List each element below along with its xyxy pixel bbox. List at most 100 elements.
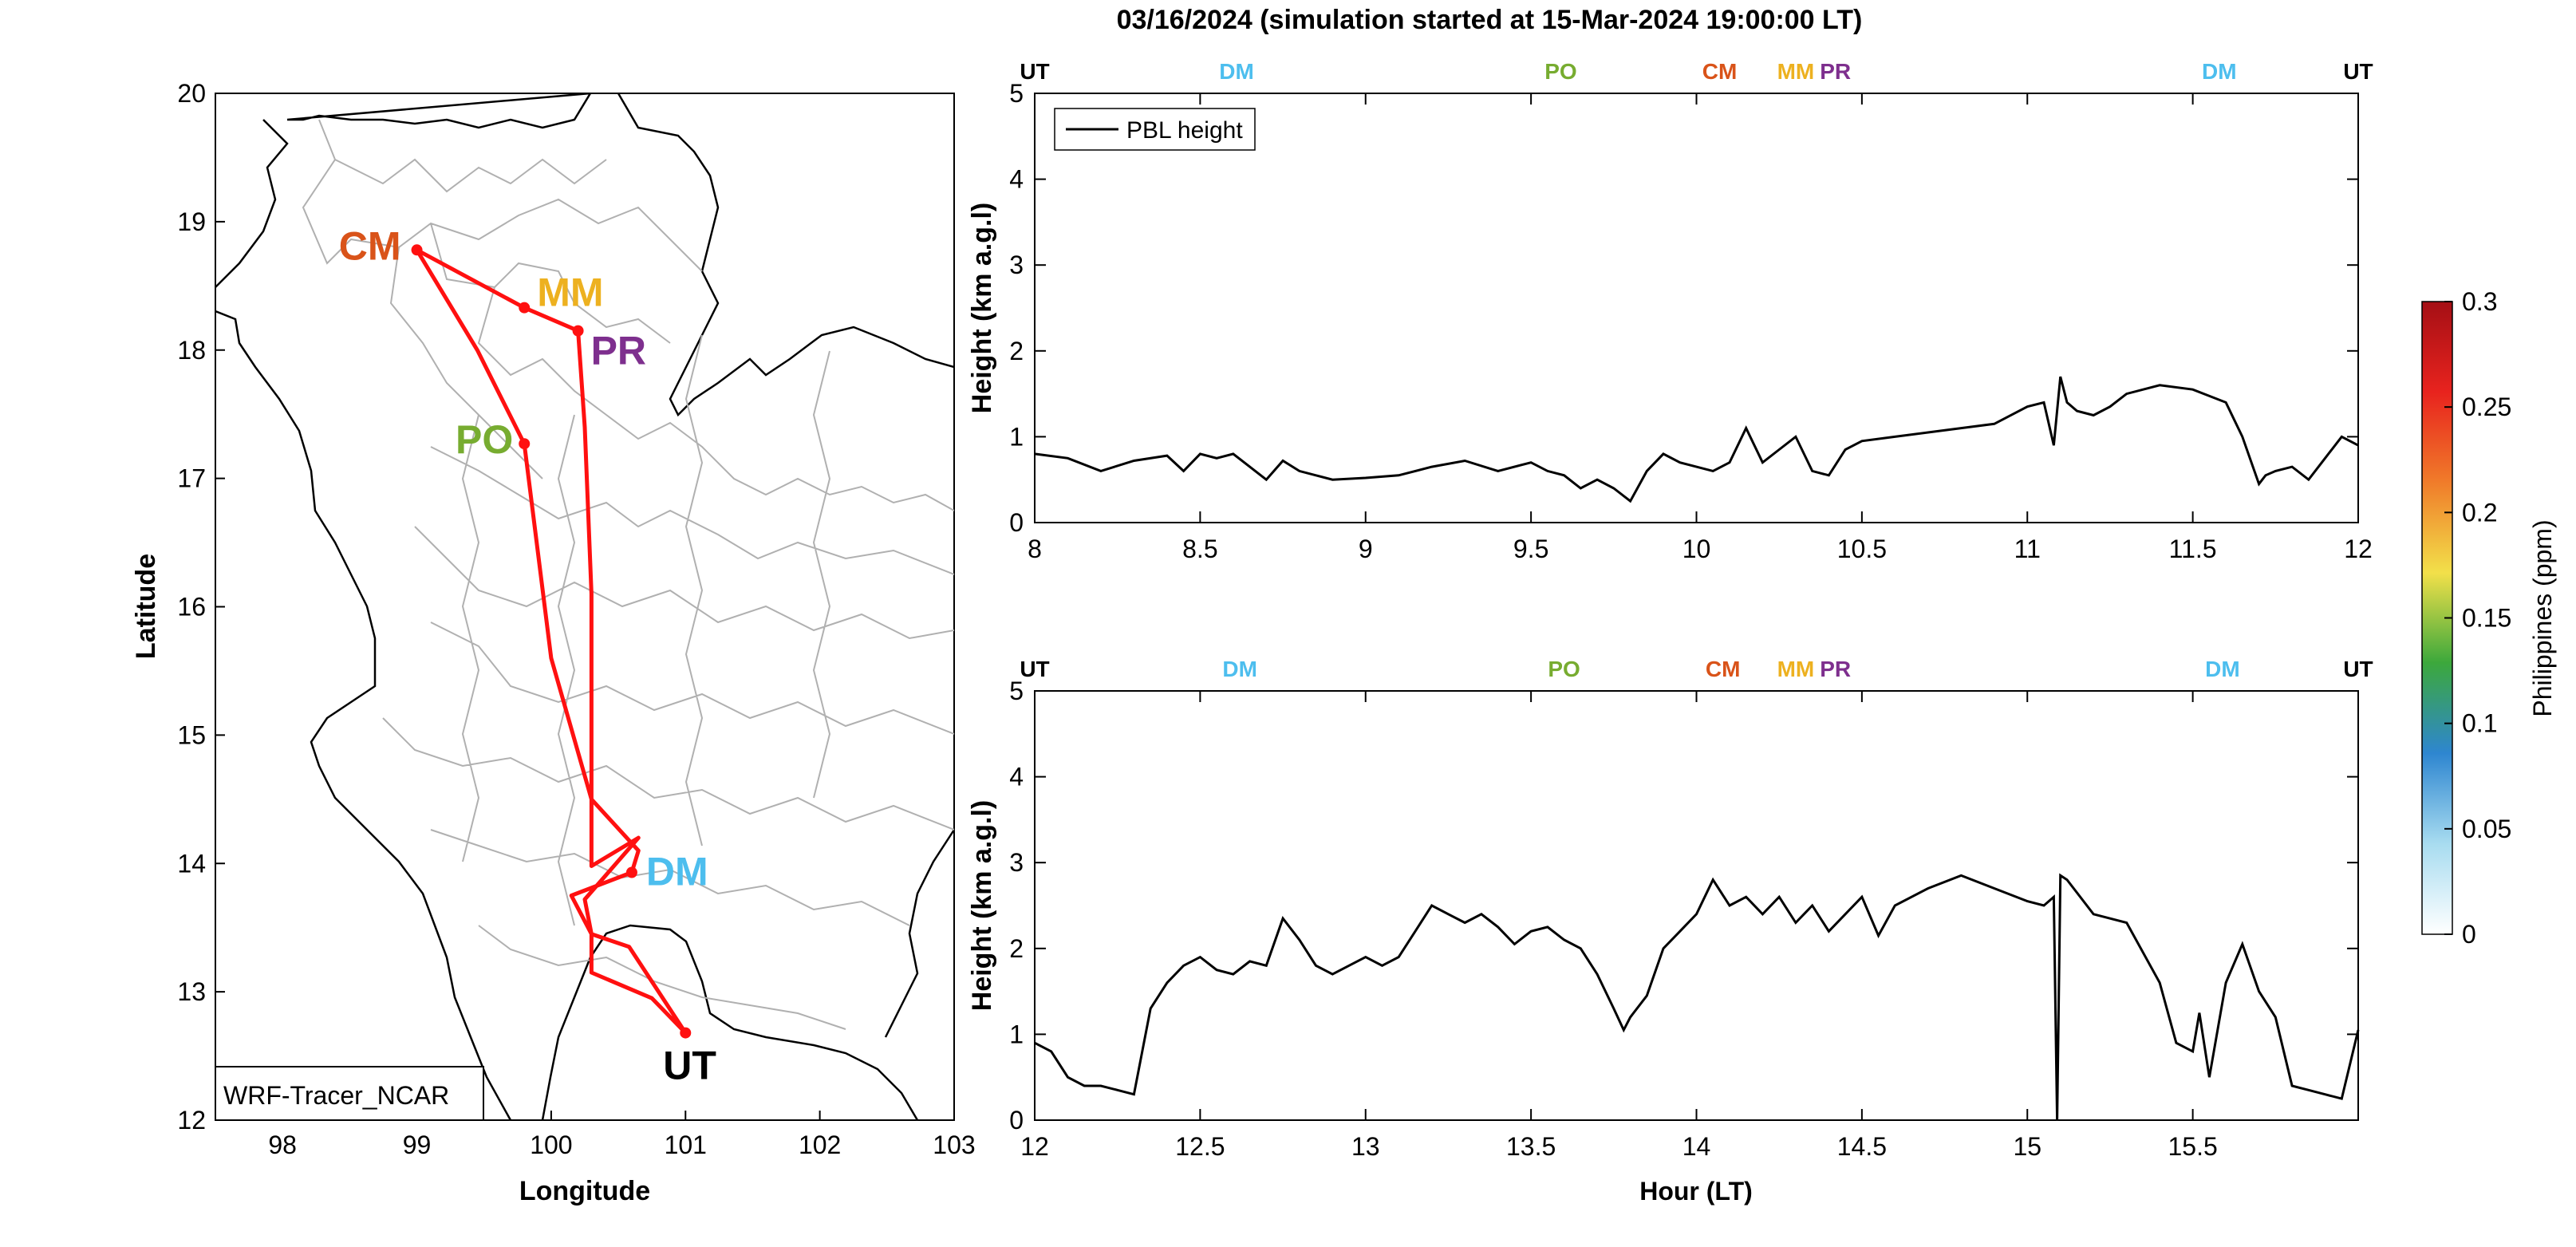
top-y-tick-label: 4 xyxy=(1009,165,1024,194)
top-site-ut: UT xyxy=(2343,59,2373,84)
map-x-tick-label: 101 xyxy=(665,1131,707,1159)
top-site-dm: DM xyxy=(1219,59,1254,84)
bottom-y-tick-label: 4 xyxy=(1009,763,1024,791)
top-y-tick-label: 5 xyxy=(1009,79,1024,108)
bottom-site-pr: PR xyxy=(1820,657,1851,681)
colorbar-tick-label: 0.1 xyxy=(2462,709,2497,738)
station-label-po: PO xyxy=(456,417,513,462)
map-x-ticks: 98 99 100 101 102 103 xyxy=(268,1111,976,1159)
bottom-x-tick-label: 13 xyxy=(1351,1132,1380,1161)
top-y-tick-label: 2 xyxy=(1009,337,1024,365)
top-x-tick-label: 12 xyxy=(2344,535,2373,563)
top-x-tick-label: 8 xyxy=(1028,535,1042,563)
map-panel: CM MM PR PO DM UT 98 99 100 101 102 103 12 13 14 15 16… xyxy=(131,79,976,1206)
map-y-tick-label: 18 xyxy=(177,336,206,365)
top-axes-frame xyxy=(1034,93,2359,523)
bottom-x-tick-label: 14.5 xyxy=(1837,1132,1887,1161)
top-site-markers: UT DM PO CM MM PR DM UT xyxy=(1020,59,2373,84)
map-y-tick-label: 16 xyxy=(177,593,206,622)
colorbar-tick-label: 0 xyxy=(2462,920,2476,949)
top-legend-label: PBL height xyxy=(1126,117,1243,144)
top-site-ut: UT xyxy=(1020,59,1049,84)
colorbar-tick-label: 0.15 xyxy=(2462,604,2511,633)
bottom-site-ut: UT xyxy=(1020,657,1049,681)
colorbar: 0 0.05 0.1 0.15 0.2 0.25 0.3 Philippines (ppm) xyxy=(2421,287,2557,949)
station-label-ut: UT xyxy=(663,1044,716,1088)
top-site-pr: PR xyxy=(1820,59,1851,84)
bottom-x-tick-label: 12 xyxy=(1020,1132,1049,1161)
bottom-y-tick-label: 3 xyxy=(1009,848,1024,877)
route-line xyxy=(415,247,688,1035)
map-ylabel: Latitude xyxy=(131,554,161,659)
map-y-tick-label: 15 xyxy=(177,720,206,749)
colorbar-tick-label: 0.25 xyxy=(2462,393,2511,421)
bottom-site-mm: MM xyxy=(1777,657,1815,681)
station-marker-dm xyxy=(625,866,637,878)
map-y-tick-label: 17 xyxy=(177,464,206,493)
top-y-tick-label: 1 xyxy=(1009,422,1024,451)
top-x-tick-label: 9 xyxy=(1359,535,1373,563)
colorbar-tick-label: 0.3 xyxy=(2462,287,2497,316)
top-x-tick-label: 10 xyxy=(1682,535,1711,563)
top-site-cm: CM xyxy=(1702,59,1738,84)
map-y-tick-label: 13 xyxy=(177,977,206,1006)
top-ylabel: Height (km a.g.l) xyxy=(967,203,997,413)
bottom-site-ut: UT xyxy=(2343,657,2373,681)
map-xlabel: Longitude xyxy=(519,1176,650,1206)
map-x-tick-label: 100 xyxy=(530,1131,572,1159)
bottom-y-tick-label: 1 xyxy=(1009,1020,1024,1048)
top-y-tick-label: 3 xyxy=(1009,251,1024,279)
bottom-x-tick-label: 14 xyxy=(1682,1132,1711,1161)
top-x-tick-label: 9.5 xyxy=(1513,535,1548,563)
map-y-ticks: 12 13 14 15 16 17 18 19 20 xyxy=(177,79,225,1135)
bottom-x-tick-label: 12.5 xyxy=(1175,1132,1225,1161)
colorbar-tick-label: 0.05 xyxy=(2462,815,2511,843)
figure-title: 03/16/2024 (simulation started at 15-Mar… xyxy=(1117,5,1863,35)
station-marker-po xyxy=(519,438,531,450)
top-y-tick-label: 0 xyxy=(1009,508,1024,537)
top-x-tick-label: 11 xyxy=(2014,535,2041,563)
map-y-tick-label: 12 xyxy=(177,1106,206,1135)
station-marker-cm xyxy=(411,244,423,256)
station-marker-pr xyxy=(572,325,584,337)
map-x-tick-label: 102 xyxy=(799,1131,841,1159)
colorbar-tick-label: 0.2 xyxy=(2462,498,2497,527)
map-boundaries xyxy=(215,93,954,1120)
province-boundaries xyxy=(302,119,954,1030)
top-site-dm: DM xyxy=(2202,59,2237,84)
top-x-tick-label: 11.5 xyxy=(2169,535,2217,563)
station-label-dm: DM xyxy=(646,850,708,894)
bottom-y-tick-label: 5 xyxy=(1009,677,1024,705)
map-x-tick-label: 99 xyxy=(403,1131,432,1159)
bottom-pbl-line xyxy=(1034,873,2360,1121)
map-legend-label: WRF-Tracer_NCAR xyxy=(223,1081,449,1110)
map-y-tick-label: 20 xyxy=(177,79,206,108)
top-x-tick-label: 10.5 xyxy=(1837,535,1887,563)
bottom-site-dm: DM xyxy=(2205,657,2240,681)
bottom-site-dm: DM xyxy=(1222,657,1257,681)
top-site-mm: MM xyxy=(1777,59,1815,84)
station-label-pr: PR xyxy=(591,329,646,373)
bottom-ylabel: Height (km a.g.l) xyxy=(967,800,997,1011)
station-label-cm: CM xyxy=(339,223,401,268)
top-x-tick-label: 8.5 xyxy=(1182,535,1217,563)
station-labels: CM MM PR PO DM UT xyxy=(339,223,716,1087)
map-legend-box xyxy=(215,1066,484,1121)
bottom-y-tick-label: 0 xyxy=(1009,1106,1024,1135)
station-markers xyxy=(411,244,692,1039)
map-x-tick-label: 103 xyxy=(933,1131,975,1159)
bottom-axes-frame xyxy=(1034,690,2359,1121)
map-y-tick-label: 19 xyxy=(177,207,206,236)
bottom-xlabel: Hour (LT) xyxy=(1639,1177,1753,1206)
map-x-tick-label: 98 xyxy=(268,1131,297,1159)
colorbar-ticks: 0 0.05 0.1 0.15 0.2 0.25 0.3 xyxy=(2444,287,2511,949)
bottom-x-tick-label: 15.5 xyxy=(2168,1132,2217,1161)
country-coastline xyxy=(215,93,954,1120)
station-marker-ut xyxy=(680,1027,692,1039)
top-pbl-line xyxy=(1034,376,2359,503)
